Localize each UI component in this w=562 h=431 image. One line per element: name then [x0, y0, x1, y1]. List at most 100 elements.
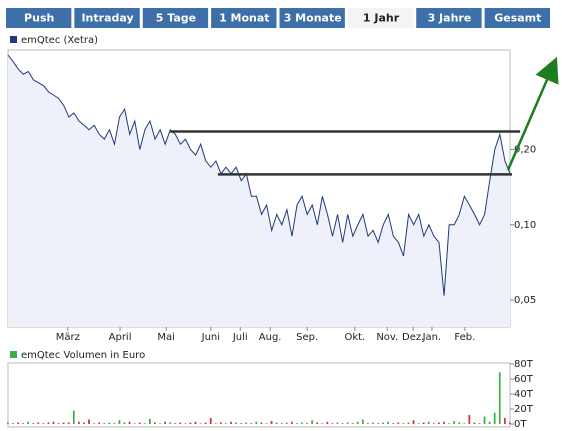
volume-bar: [225, 423, 227, 424]
volume-bar: [204, 422, 207, 424]
volume-bar: [275, 422, 278, 424]
x-tick-label: Juli: [232, 332, 248, 343]
volume-bar: [77, 421, 80, 424]
volume-bar: [392, 423, 395, 424]
volume-bar: [265, 423, 268, 424]
tab-label[interactable]: 1 Monat: [219, 12, 270, 25]
volume-bar: [372, 422, 374, 424]
volume-bar: [498, 372, 501, 424]
volume-bar: [361, 419, 364, 424]
volume-bar: [98, 422, 101, 424]
volume-bar: [260, 422, 263, 424]
volume-bar: [12, 423, 14, 424]
tab[interactable]: [347, 8, 414, 28]
tab[interactable]: [484, 8, 550, 28]
volume-bar: [321, 423, 324, 424]
volume-bar: [194, 421, 197, 424]
volume-bar: [209, 418, 212, 424]
tab-label[interactable]: 5 Tage: [156, 12, 196, 25]
tab-label[interactable]: Gesamt: [494, 12, 541, 25]
x-tick-label: April: [109, 332, 132, 343]
volume-bar: [128, 421, 131, 424]
volume-bar: [478, 423, 481, 424]
volume-bar: [27, 421, 30, 424]
volume-bar: [306, 423, 308, 424]
volume-bar: [67, 422, 70, 424]
tab[interactable]: [279, 8, 345, 28]
volume-bar: [301, 422, 303, 424]
volume-bar: [113, 423, 116, 424]
tab-label[interactable]: 3 Monate: [284, 12, 342, 25]
y-tick-label: 0,20: [514, 144, 536, 155]
volume-bar: [356, 421, 359, 424]
tab-label[interactable]: 3 Jahre: [428, 12, 472, 25]
tab-label[interactable]: Push: [24, 12, 54, 25]
y-tick-label: 60T: [514, 374, 534, 385]
volume-bar: [326, 421, 329, 424]
tab[interactable]: [416, 8, 482, 28]
volume-bar: [290, 421, 293, 424]
volume-bar: [270, 421, 273, 424]
volume-bar: [483, 416, 486, 424]
volume-bar: [93, 423, 95, 424]
volume-bar: [47, 422, 50, 424]
volume-bar: [463, 423, 466, 424]
volume-bar: [32, 423, 35, 424]
x-tick-label: Sep.: [296, 332, 318, 343]
volume-bar: [453, 421, 455, 424]
volume-bar: [493, 412, 496, 424]
volume-bar: [351, 423, 354, 424]
volume-bar: [154, 422, 156, 424]
x-tick-label: Mai: [157, 332, 175, 343]
volume-bar: [118, 420, 121, 424]
volume-bar: [432, 423, 435, 424]
legend-label: emQtec Volumen in Euro: [21, 350, 145, 361]
x-tick-label: Aug.: [259, 332, 282, 343]
volume-bar: [230, 421, 232, 424]
volume-bar: [341, 423, 344, 424]
legend-marker: [10, 351, 17, 358]
tab[interactable]: [142, 8, 209, 28]
tab[interactable]: [211, 8, 277, 28]
volume-bar: [473, 422, 476, 424]
tab[interactable]: [74, 8, 140, 28]
volume-bar: [179, 422, 182, 424]
volume-bar: [407, 422, 410, 424]
volume-bar: [169, 422, 172, 424]
volume-bar: [219, 422, 222, 424]
volume-bar: [72, 410, 75, 424]
y-tick-label: 0T: [514, 419, 527, 430]
volume-bar: [235, 422, 237, 424]
volume-bar: [52, 421, 55, 424]
volume-bar: [164, 421, 166, 424]
volume-bar: [189, 422, 192, 424]
price-area: [8, 55, 510, 327]
volume-bar: [143, 423, 146, 424]
x-tick-label: Dez.: [402, 332, 424, 343]
x-tick-label: Feb.: [454, 332, 475, 343]
tab-label[interactable]: 1 Jahr: [363, 12, 400, 25]
volume-bar: [468, 415, 471, 424]
volume-bar: [402, 423, 405, 424]
volume-bar: [346, 422, 349, 424]
volume-bar: [285, 422, 288, 424]
volume-bar: [280, 423, 283, 424]
volume-bar: [422, 422, 425, 424]
volume-bar: [509, 422, 511, 424]
volume-bar: [488, 421, 491, 424]
y-tick-label: 0,05: [514, 295, 536, 306]
tab-label[interactable]: Intraday: [81, 12, 133, 25]
volume-bar: [255, 421, 258, 424]
trend-arrow: [506, 56, 559, 171]
volume-bar: [159, 423, 161, 424]
price-line: [7, 54, 511, 296]
tab[interactable]: [6, 8, 72, 28]
y-tick-label: 40T: [514, 389, 534, 400]
volume-bar: [103, 423, 106, 424]
volume-plot-area: [7, 362, 511, 428]
volume-bar: [458, 422, 461, 424]
volume-bar: [417, 423, 420, 424]
volume-bar: [367, 423, 369, 424]
volume-bar: [148, 418, 151, 424]
